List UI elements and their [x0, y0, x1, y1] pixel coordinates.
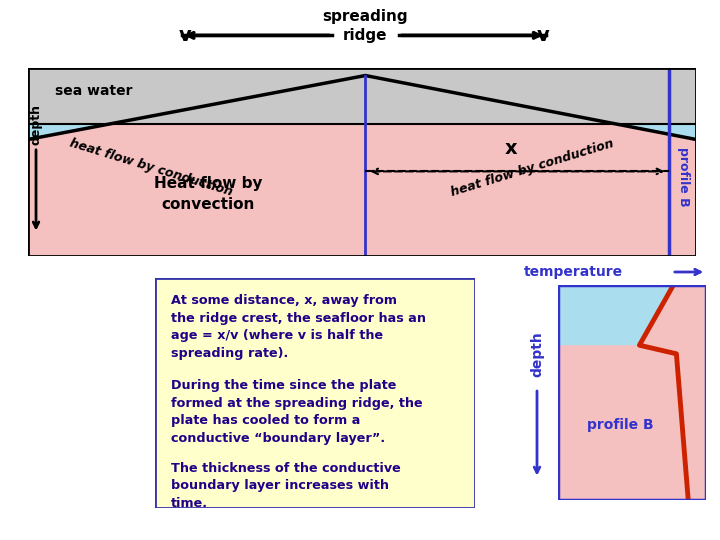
Text: v: v: [179, 26, 192, 45]
Text: profile B: profile B: [587, 418, 654, 432]
Text: x: x: [504, 139, 517, 158]
Polygon shape: [365, 76, 696, 139]
Text: v: v: [537, 26, 550, 45]
Polygon shape: [28, 76, 365, 139]
Text: During the time since the plate
formed at the spreading ridge, the
plate has coo: During the time since the plate formed a…: [171, 379, 423, 445]
Text: heat flow by conduction: heat flow by conduction: [68, 137, 234, 199]
Text: The thickness of the conductive
boundary layer increases with
time.: The thickness of the conductive boundary…: [171, 462, 401, 510]
Polygon shape: [558, 285, 673, 349]
Text: At some distance, x, away from
the ridge crest, the seafloor has an
age = x/v (w: At some distance, x, away from the ridge…: [171, 294, 426, 360]
Text: depth: depth: [30, 104, 42, 145]
Text: depth: depth: [530, 331, 544, 377]
Text: Heat flow by
convection: Heat flow by convection: [154, 176, 263, 212]
Polygon shape: [28, 68, 696, 124]
Text: profile B: profile B: [677, 147, 690, 207]
Text: spreading
ridge: spreading ridge: [323, 9, 408, 43]
Text: temperature: temperature: [523, 265, 623, 279]
Polygon shape: [28, 76, 696, 256]
Text: heat flow by conduction: heat flow by conduction: [449, 137, 615, 199]
Text: sea water: sea water: [55, 84, 132, 98]
